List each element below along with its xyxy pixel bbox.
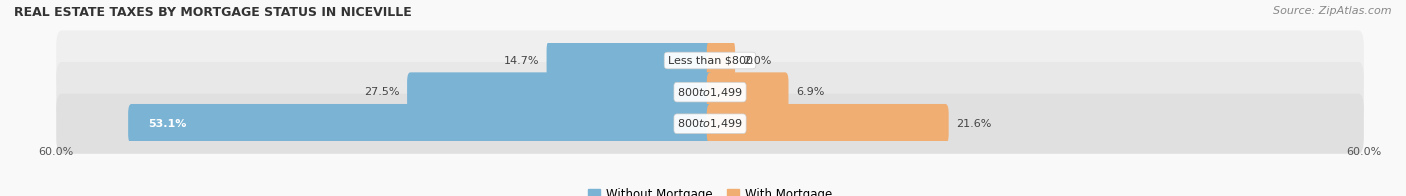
- Text: 27.5%: 27.5%: [364, 87, 399, 97]
- Text: Less than $800: Less than $800: [668, 55, 752, 65]
- Text: $800 to $1,499: $800 to $1,499: [678, 117, 742, 130]
- FancyBboxPatch shape: [707, 104, 949, 143]
- Legend: Without Mortgage, With Mortgage: Without Mortgage, With Mortgage: [583, 183, 837, 196]
- FancyBboxPatch shape: [56, 62, 1364, 122]
- FancyBboxPatch shape: [707, 41, 735, 80]
- Text: $800 to $1,499: $800 to $1,499: [678, 86, 742, 99]
- Text: 6.9%: 6.9%: [796, 87, 824, 97]
- FancyBboxPatch shape: [408, 72, 713, 112]
- Text: 14.7%: 14.7%: [503, 55, 538, 65]
- Text: Source: ZipAtlas.com: Source: ZipAtlas.com: [1274, 6, 1392, 16]
- Text: 2.0%: 2.0%: [742, 55, 770, 65]
- FancyBboxPatch shape: [128, 104, 713, 143]
- FancyBboxPatch shape: [56, 30, 1364, 91]
- Text: 21.6%: 21.6%: [956, 119, 991, 129]
- Text: REAL ESTATE TAXES BY MORTGAGE STATUS IN NICEVILLE: REAL ESTATE TAXES BY MORTGAGE STATUS IN …: [14, 6, 412, 19]
- Text: 53.1%: 53.1%: [148, 119, 186, 129]
- FancyBboxPatch shape: [547, 41, 713, 80]
- FancyBboxPatch shape: [707, 72, 789, 112]
- FancyBboxPatch shape: [56, 94, 1364, 154]
